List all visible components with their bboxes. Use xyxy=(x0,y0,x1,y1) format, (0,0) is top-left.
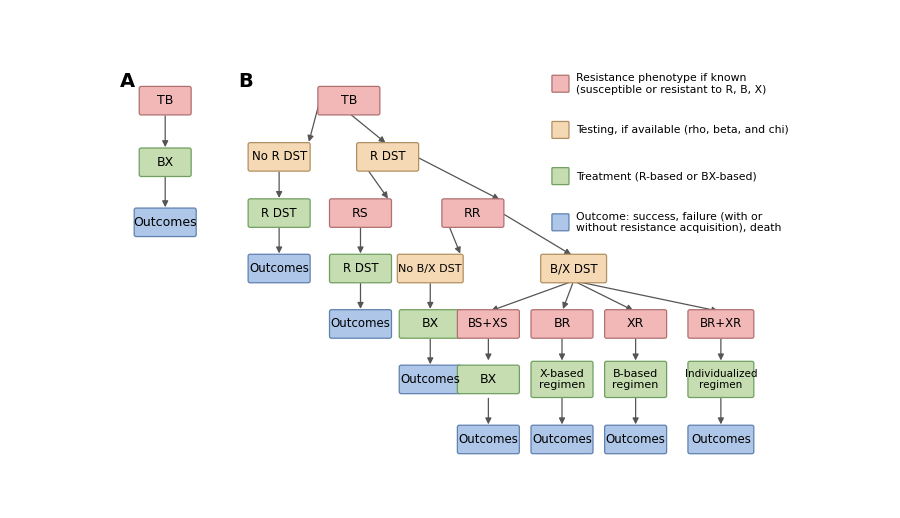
Text: Resistance phenotype if known
(susceptible or resistant to R, B, X): Resistance phenotype if known (susceptib… xyxy=(576,73,766,94)
FancyBboxPatch shape xyxy=(605,362,667,397)
Text: XR: XR xyxy=(627,318,644,330)
Text: BS+XS: BS+XS xyxy=(468,318,508,330)
FancyBboxPatch shape xyxy=(605,425,667,454)
Text: TB: TB xyxy=(157,94,174,107)
FancyBboxPatch shape xyxy=(552,214,569,231)
FancyBboxPatch shape xyxy=(248,142,310,171)
FancyBboxPatch shape xyxy=(688,425,754,454)
FancyBboxPatch shape xyxy=(400,310,461,338)
FancyBboxPatch shape xyxy=(552,168,569,184)
FancyBboxPatch shape xyxy=(140,148,191,177)
FancyBboxPatch shape xyxy=(442,199,504,227)
FancyBboxPatch shape xyxy=(318,87,380,115)
FancyBboxPatch shape xyxy=(397,254,464,283)
Text: BR+XR: BR+XR xyxy=(700,318,742,330)
Text: BX: BX xyxy=(157,156,174,169)
Text: TB: TB xyxy=(341,94,357,107)
FancyBboxPatch shape xyxy=(457,365,519,394)
FancyBboxPatch shape xyxy=(541,254,607,283)
Text: R DST: R DST xyxy=(261,207,297,220)
Text: X-based
regimen: X-based regimen xyxy=(539,369,585,390)
FancyBboxPatch shape xyxy=(688,362,754,397)
FancyBboxPatch shape xyxy=(248,199,310,227)
Text: RR: RR xyxy=(464,207,482,220)
FancyBboxPatch shape xyxy=(356,142,419,171)
FancyBboxPatch shape xyxy=(552,121,569,138)
Text: Outcome: success, failure (with or
without resistance acquisition), death: Outcome: success, failure (with or witho… xyxy=(576,211,781,233)
FancyBboxPatch shape xyxy=(531,425,593,454)
Text: BX: BX xyxy=(421,318,439,330)
Text: Outcomes: Outcomes xyxy=(606,433,666,446)
Text: Outcomes: Outcomes xyxy=(532,433,592,446)
Text: Outcomes: Outcomes xyxy=(330,318,391,330)
Text: B/X DST: B/X DST xyxy=(550,262,598,275)
FancyBboxPatch shape xyxy=(531,362,593,397)
Text: No R DST: No R DST xyxy=(251,150,307,163)
Text: RS: RS xyxy=(352,207,369,220)
FancyBboxPatch shape xyxy=(140,87,191,115)
Text: A: A xyxy=(121,72,135,91)
FancyBboxPatch shape xyxy=(248,254,310,283)
Text: No B/X DST: No B/X DST xyxy=(399,264,462,274)
Text: B: B xyxy=(238,72,253,91)
Text: Treatment (R-based or BX-based): Treatment (R-based or BX-based) xyxy=(576,171,757,181)
FancyBboxPatch shape xyxy=(134,208,196,237)
Text: BR: BR xyxy=(554,318,571,330)
Text: R DST: R DST xyxy=(343,262,378,275)
FancyBboxPatch shape xyxy=(457,310,519,338)
FancyBboxPatch shape xyxy=(531,310,593,338)
FancyBboxPatch shape xyxy=(329,310,392,338)
FancyBboxPatch shape xyxy=(605,310,667,338)
Text: Outcomes: Outcomes xyxy=(458,433,518,446)
Text: B-based
regimen: B-based regimen xyxy=(612,369,659,390)
FancyBboxPatch shape xyxy=(400,365,461,394)
Text: BX: BX xyxy=(480,373,497,386)
Text: Outcomes: Outcomes xyxy=(249,262,309,275)
FancyBboxPatch shape xyxy=(688,310,754,338)
FancyBboxPatch shape xyxy=(552,75,569,92)
FancyBboxPatch shape xyxy=(329,199,392,227)
Text: Individualized
regimen: Individualized regimen xyxy=(685,369,757,390)
Text: Testing, if available (rho, beta, and chi): Testing, if available (rho, beta, and ch… xyxy=(576,125,788,135)
Text: Outcomes: Outcomes xyxy=(400,373,460,386)
Text: R DST: R DST xyxy=(370,150,405,163)
FancyBboxPatch shape xyxy=(329,254,392,283)
Text: Outcomes: Outcomes xyxy=(133,216,197,229)
Text: Outcomes: Outcomes xyxy=(691,433,751,446)
FancyBboxPatch shape xyxy=(457,425,519,454)
